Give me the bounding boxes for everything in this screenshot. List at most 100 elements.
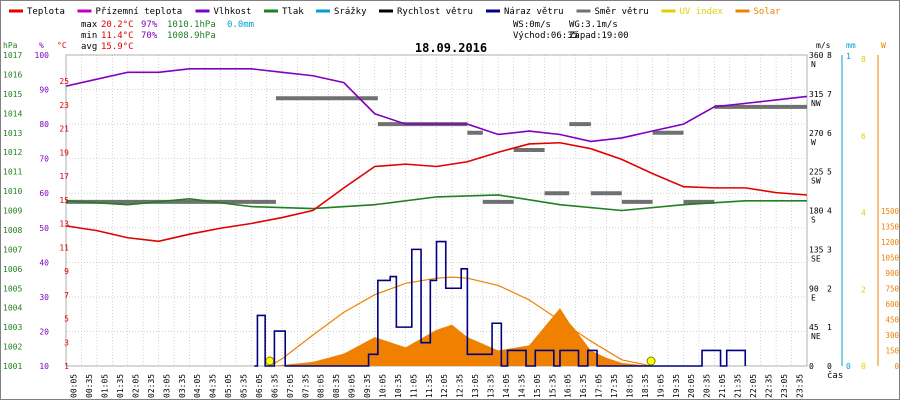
x-tick-label: 02:05	[131, 374, 140, 398]
uv-tick-label: 8	[861, 55, 866, 64]
compass-label: S	[811, 216, 816, 225]
watts-tick-label: 1050	[881, 254, 900, 263]
stats-max-temp: 20.2°C	[101, 20, 134, 30]
direction-tick-label: 315	[809, 90, 824, 99]
stats-avg-label: avg	[81, 42, 97, 52]
legend-label-humidity: Vlhkost	[214, 7, 252, 17]
watts-tick-label: 450	[885, 316, 899, 325]
hpa-tick-label: 1010	[3, 187, 22, 196]
percent-tick-label: 50	[39, 224, 49, 233]
hpa-tick-label: 1005	[3, 284, 22, 293]
compass-label: W	[811, 138, 816, 147]
direction-tick-label: 225	[809, 168, 824, 177]
percent-tick-label: 60	[39, 189, 49, 198]
x-tick-label: 17:35	[610, 374, 619, 398]
compass-label: NE	[811, 332, 821, 341]
x-tick-label: 10:05	[378, 374, 387, 398]
compass-label: NW	[811, 99, 821, 108]
pressure-line	[65, 194, 807, 212]
hpa-tick-label: 1006	[3, 265, 22, 274]
percent-unit-label: %	[39, 41, 44, 50]
celsius-unit-label: °C	[57, 41, 67, 50]
watts-tick-label: 300	[885, 331, 899, 340]
direction-tick-label: 45	[809, 323, 819, 332]
x-tick-label: 18:05	[625, 374, 634, 398]
x-tick-label: 09:05	[348, 374, 357, 398]
stats-avg-temp: 15.9°C	[101, 42, 134, 52]
uv-tick-label: 0	[861, 362, 866, 371]
x-tick-label: 23:35	[795, 374, 804, 398]
stats-min-hum: 70%	[141, 31, 158, 41]
x-tick-label: 16:05	[564, 374, 573, 398]
solar-area	[266, 308, 653, 366]
direction-tick-label: 135	[809, 245, 824, 254]
x-tick-label: 13:35	[487, 374, 496, 398]
direction-tick-label: 270	[809, 129, 824, 138]
solar-layer	[265, 276, 656, 367]
hpa-tick-label: 1009	[3, 207, 22, 216]
legend: Teplota Přízemní teplota Vlhkost Tlak Srážky…	[9, 7, 781, 17]
celsius-tick-label: 11	[59, 243, 69, 252]
direction-tick-label: 180	[809, 207, 824, 216]
humidity-line	[65, 68, 808, 143]
rain-tick-label: 0	[846, 362, 851, 371]
stats-max-hum: 97%	[141, 20, 158, 30]
uv-tick-label: 4	[861, 209, 866, 218]
percent-tick-label: 70	[39, 155, 49, 164]
stats-min-label: min	[81, 31, 97, 41]
stats-wg: WG:3.1m/s	[569, 20, 618, 30]
hpa-tick-label: 1015	[3, 90, 22, 99]
x-tick-label: 02:35	[147, 374, 156, 398]
celsius-tick-label: 23	[59, 101, 69, 110]
percent-tick-label: 30	[39, 293, 49, 302]
stats-max-label: max	[81, 20, 98, 30]
hpa-tick-label: 1003	[3, 323, 22, 332]
x-tick-label: 01:35	[116, 374, 125, 398]
legend-label-ground: Přízemní teplota	[96, 7, 183, 17]
watts-tick-label: 150	[885, 347, 899, 356]
celsius-tick-label: 1	[64, 362, 69, 371]
hpa-tick-label: 1001	[3, 362, 22, 371]
x-tick-label: 13:05	[471, 374, 480, 398]
celsius-tick-label: 13	[59, 220, 69, 229]
compass-label: SW	[811, 177, 821, 186]
hpa-tick-label: 1002	[3, 343, 22, 352]
legend-label-solar: Solar	[754, 7, 782, 17]
x-tick-label: 14:35	[517, 374, 526, 398]
gust-line	[254, 240, 747, 367]
temperature-line	[65, 141, 808, 243]
x-tick-label: 11:35	[425, 374, 434, 398]
celsius-tick-label: 19	[59, 148, 69, 157]
hpa-unit-label: hPa	[3, 41, 18, 50]
x-tick-label: 22:35	[764, 374, 773, 398]
x-tick-label: 21:35	[734, 374, 743, 398]
x-tick-label: 00:35	[85, 374, 94, 398]
legend-label-uv: UV index	[680, 7, 724, 17]
celsius-tick-label: 3	[64, 338, 69, 347]
celsius-tick-label: 21	[59, 125, 69, 134]
axes: 1017101610151014101310121011101010091008…	[3, 41, 899, 398]
speed-tick-label: 7	[827, 90, 832, 99]
speed-tick-label: 3	[827, 245, 832, 254]
sun-marker	[646, 356, 656, 366]
x-tick-label: 10:35	[394, 374, 403, 398]
hpa-tick-label: 1008	[3, 226, 22, 235]
x-tick-label: 12:05	[440, 374, 449, 398]
legend-label-gust: Náraz větru	[504, 7, 564, 17]
x-tick-label: 01:05	[101, 374, 110, 398]
celsius-tick-label: 25	[59, 77, 69, 86]
x-tick-label: 18:35	[641, 374, 650, 398]
legend-label-temp: Teplota	[27, 7, 65, 17]
speed-tick-label: 2	[827, 284, 832, 293]
x-tick-label: 03:05	[162, 374, 171, 398]
x-tick-label: 09:35	[363, 374, 372, 398]
hpa-tick-label: 1011	[3, 168, 22, 177]
stats-sunset: Západ:19:00	[569, 31, 629, 41]
x-tick-label: 04:05	[193, 374, 202, 398]
x-tick-label: 15:05	[533, 374, 542, 398]
celsius-tick-label: 9	[64, 267, 69, 276]
x-tick-label: 16:35	[579, 374, 588, 398]
compass-label: N	[811, 60, 816, 69]
